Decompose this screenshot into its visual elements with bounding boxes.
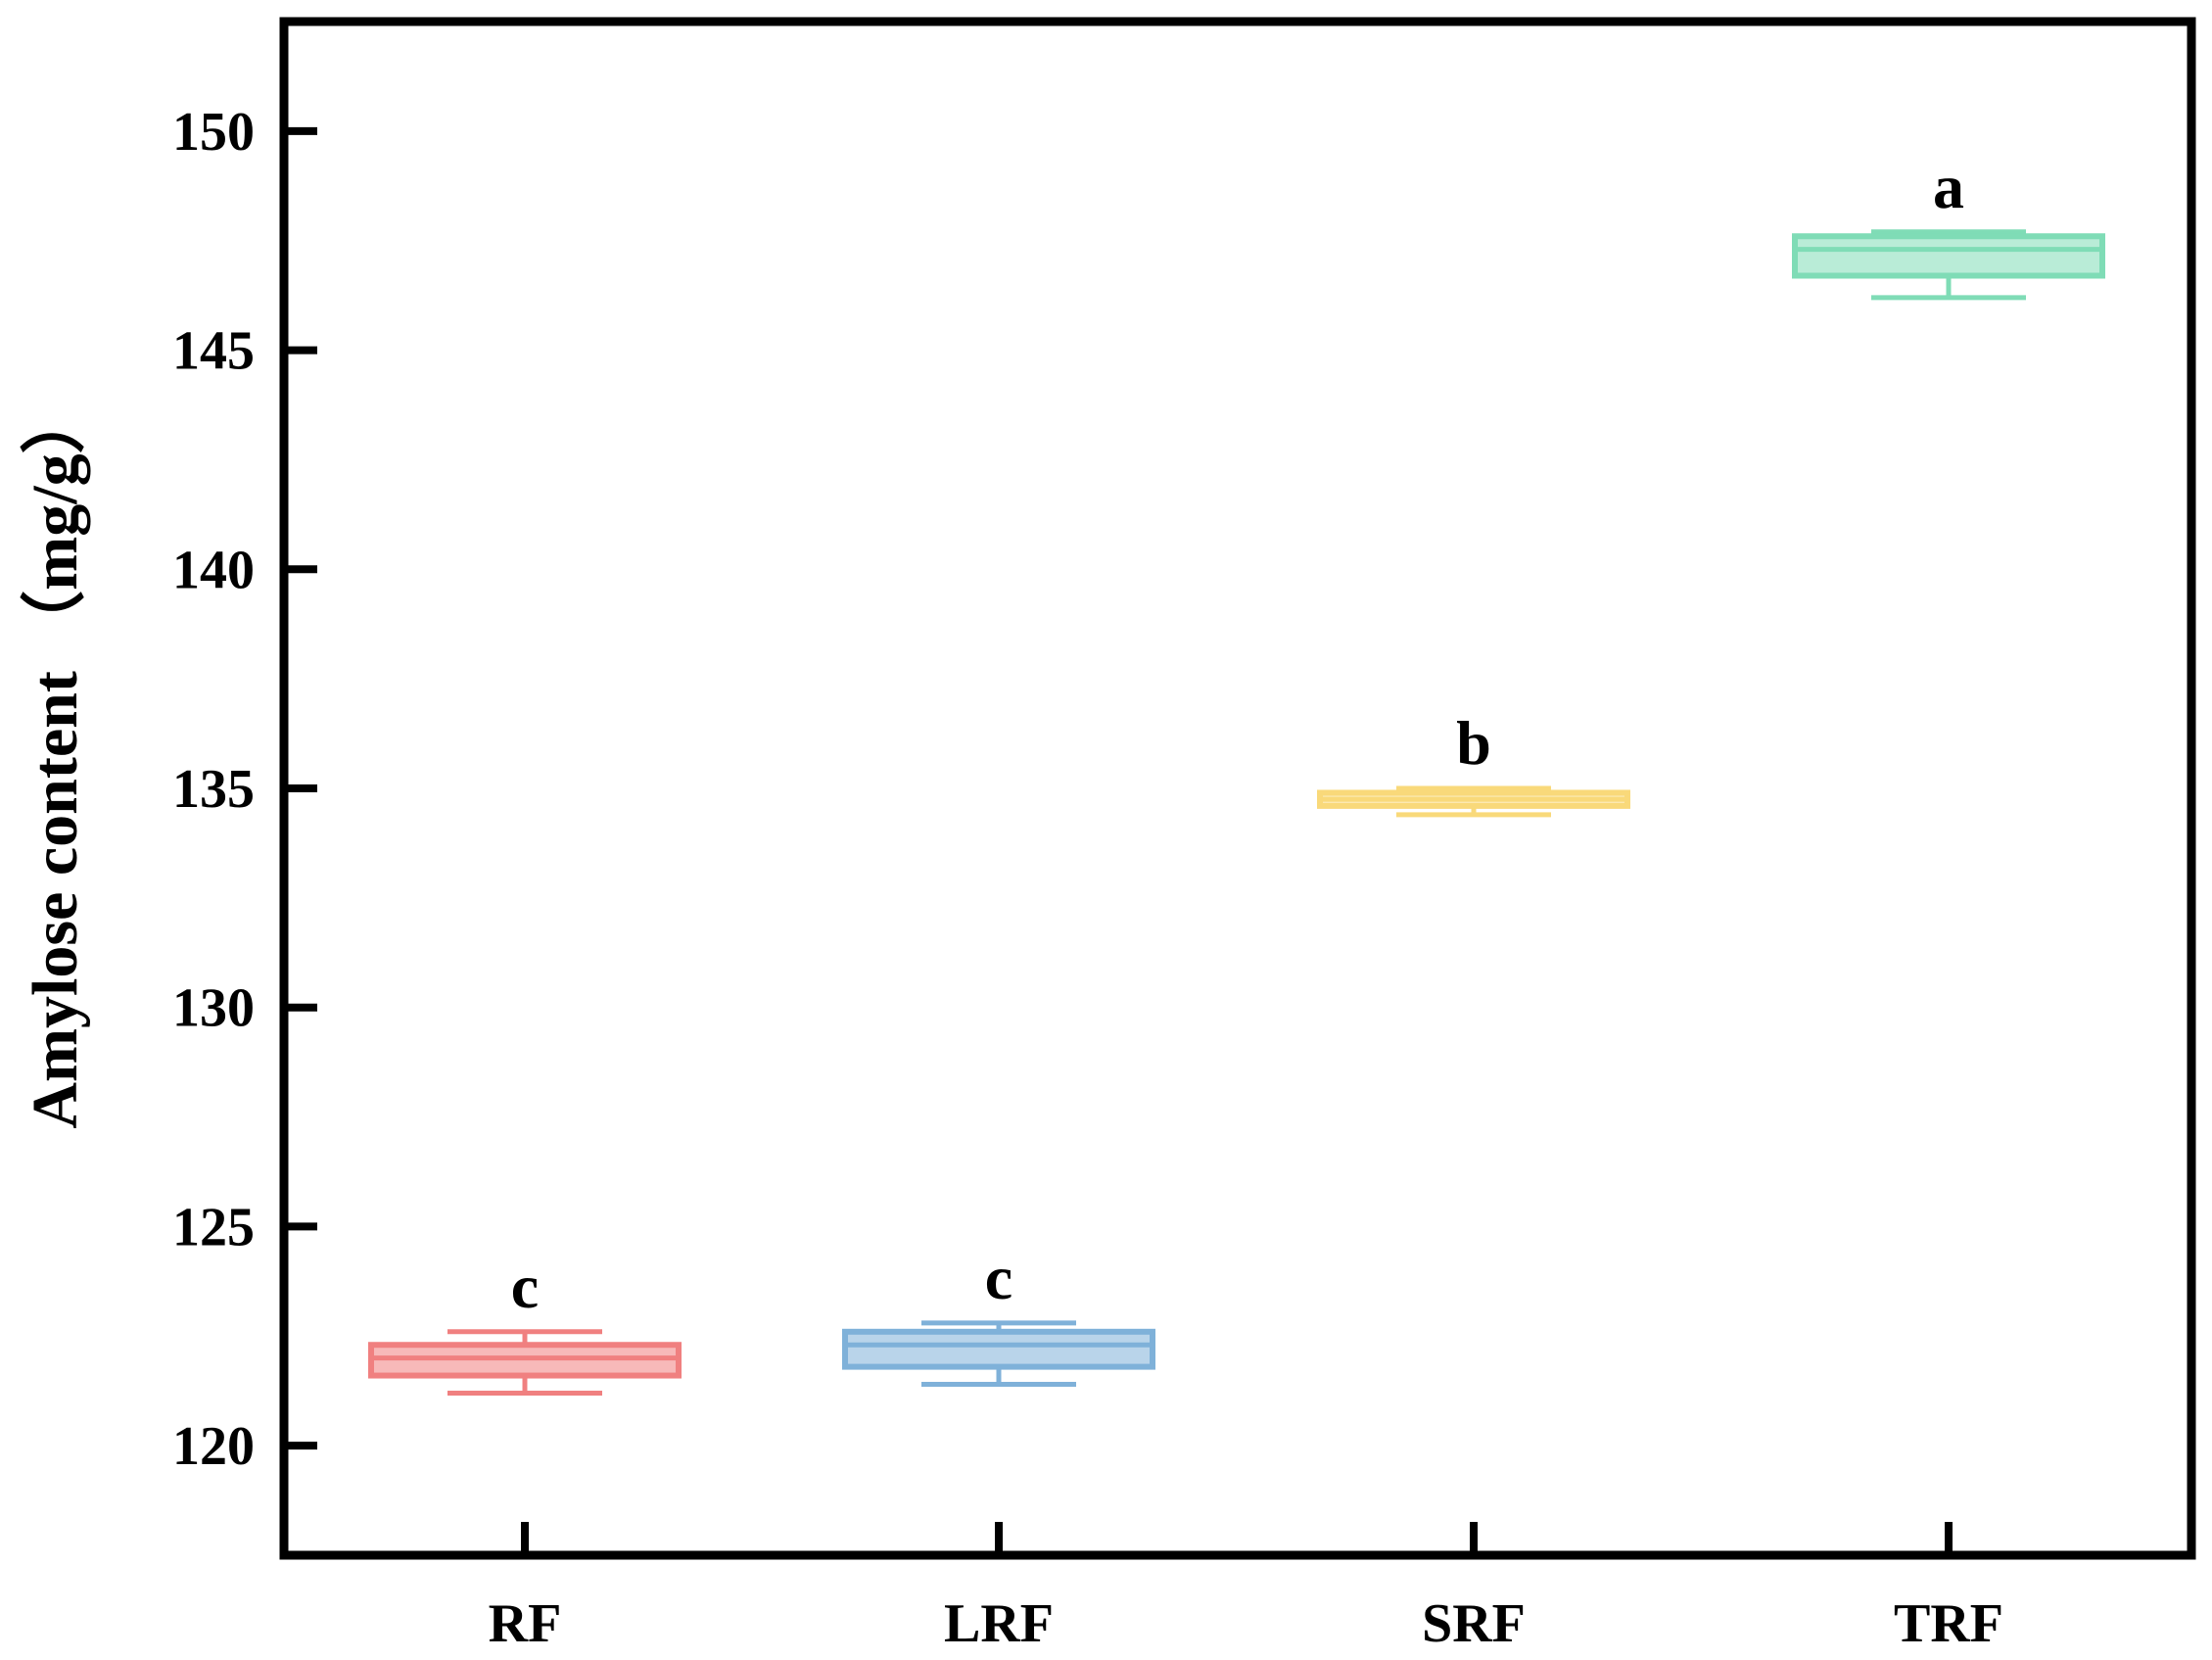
y-tick-label: 120 (172, 1416, 255, 1477)
x-tick-label: TRF (1894, 1593, 2003, 1654)
plot-area-frame (279, 17, 2196, 1560)
y-axis-title: Amylose content （mg/g） (19, 389, 91, 1128)
y-tick-label: 140 (172, 540, 255, 600)
y-tick-label: 130 (172, 978, 255, 1039)
y-tick-label: 150 (172, 102, 255, 163)
box-lrf: c (842, 1243, 1155, 1388)
box-iqr (1792, 233, 2105, 279)
box-iqr (842, 1328, 1155, 1370)
y-tick-label: 135 (172, 759, 255, 820)
y-tick-label: 125 (172, 1197, 255, 1257)
x-tick-label: SRF (1422, 1593, 1526, 1654)
significance-letter: c (511, 1252, 539, 1321)
boxes-layer: c c b a (368, 152, 2105, 1396)
y-tick-label: 145 (172, 321, 255, 382)
box-rf: c (368, 1252, 682, 1396)
box-srf: b (1317, 708, 1630, 818)
y-axis-ticks: 120 125 130 135 140 145 150 (172, 102, 317, 1477)
significance-letter: a (1933, 152, 1964, 221)
significance-letter: b (1456, 708, 1491, 778)
x-tick-label: LRF (944, 1593, 1054, 1654)
significance-letter: c (985, 1243, 1012, 1312)
box-trf: a (1792, 152, 2105, 301)
x-axis-ticks: RF LRF SRF TRF (489, 1522, 2003, 1654)
x-tick-label: RF (489, 1593, 562, 1654)
